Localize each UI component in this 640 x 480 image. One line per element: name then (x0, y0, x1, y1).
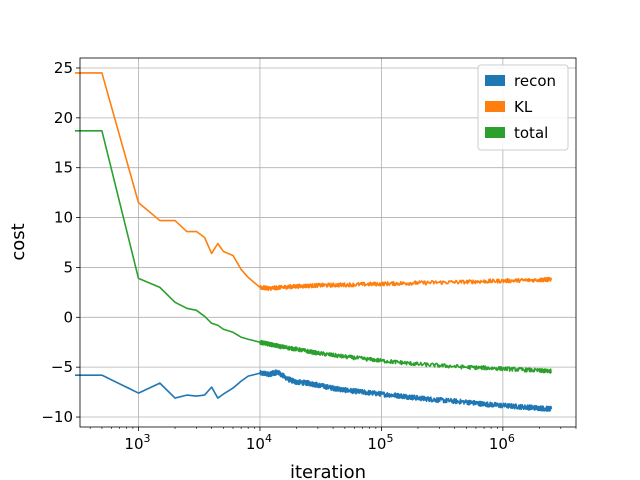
legend-label-total: total (514, 124, 548, 142)
y-axis-ticks: 25 20 15 10 5 0 −5 −10 (41, 59, 80, 426)
grid (80, 58, 576, 427)
plot-frame (79, 57, 577, 428)
x-tick-label: 105 (367, 432, 393, 453)
legend-swatch-recon (485, 75, 505, 86)
x-tick-base: 10 (489, 435, 508, 453)
x-tick-exponent: 4 (265, 432, 272, 445)
legend-label-recon: recon (514, 72, 556, 90)
y-axis-label: cost (8, 223, 29, 260)
y-tick-label: 15 (54, 159, 73, 177)
x-tick-label: 103 (124, 432, 150, 453)
x-tick-label: 104 (246, 432, 272, 453)
y-tick-label: 0 (63, 308, 73, 326)
legend: recon KL total (477, 64, 569, 151)
series-line-KL (74, 72, 553, 292)
legend-label-KL: KL (514, 98, 533, 116)
y-tick-label: 10 (54, 209, 73, 227)
series-line-total (74, 130, 552, 374)
x-tick-exponent: 5 (386, 432, 393, 445)
x-axis-label: iteration (290, 462, 366, 480)
x-tick-exponent: 3 (144, 432, 151, 445)
y-tick-label: 25 (54, 59, 73, 77)
x-tick-base: 10 (124, 435, 143, 453)
x-axis-ticks: 103 104 105 106 (89, 427, 577, 453)
y-tick-label: −5 (51, 358, 73, 376)
legend-swatch-total (485, 127, 505, 138)
series-line-recon (74, 369, 553, 412)
y-tick-label: −10 (41, 408, 73, 426)
x-tick-label: 106 (489, 432, 515, 453)
x-tick-exponent: 6 (508, 432, 515, 445)
legend-swatch-KL (485, 101, 505, 112)
x-tick-base: 10 (246, 435, 265, 453)
x-tick-base: 10 (367, 435, 386, 453)
series-lines (74, 72, 553, 412)
y-tick-label: 5 (63, 258, 73, 276)
y-tick-label: 20 (54, 109, 73, 127)
